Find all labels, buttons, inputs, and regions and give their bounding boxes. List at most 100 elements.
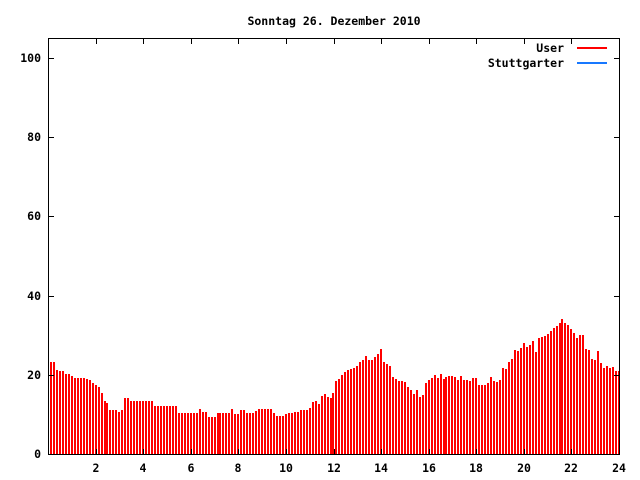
impulse-bar	[538, 338, 540, 454]
impulse-bar	[451, 376, 453, 454]
impulse-bar	[478, 385, 480, 454]
impulse-bar	[130, 401, 132, 454]
impulse-bar	[258, 409, 260, 454]
impulse-bar	[457, 380, 459, 454]
impulse-bar	[344, 372, 346, 454]
impulse-bar	[285, 414, 287, 454]
impulse-bar	[136, 401, 138, 454]
impulse-bar	[425, 383, 427, 454]
impulse-bar	[190, 413, 192, 454]
impulse-bar	[618, 371, 619, 454]
impulse-bar	[609, 368, 611, 454]
impulse-bar	[53, 362, 55, 454]
impulse-bar	[62, 371, 64, 454]
impulse-bar	[374, 357, 376, 454]
impulse-bar	[312, 402, 314, 454]
impulse-bar	[163, 406, 165, 454]
impulse-bar	[157, 406, 159, 454]
impulse-bar	[561, 319, 563, 454]
impulse-bar	[327, 397, 329, 454]
impulse-bar	[341, 375, 343, 454]
legend-line-user	[577, 47, 607, 49]
impulse-bar	[199, 409, 201, 454]
impulse-bar	[511, 359, 513, 454]
impulse-bar	[413, 394, 415, 454]
impulse-bar	[276, 416, 278, 454]
axis-tick	[614, 58, 619, 59]
impulse-bar	[71, 376, 73, 454]
impulse-bar	[83, 378, 85, 454]
impulse-bar	[205, 412, 207, 454]
impulse-bar	[139, 401, 141, 454]
impulse-bar	[395, 379, 397, 454]
impulse-bar	[422, 395, 424, 454]
impulse-bar	[463, 380, 465, 454]
impulse-bar	[383, 362, 385, 454]
impulse-bar	[56, 370, 58, 454]
axis-tick	[286, 449, 287, 454]
impulse-bar	[493, 381, 495, 454]
impulse-bar	[380, 349, 382, 454]
impulse-bar	[101, 393, 103, 454]
impulse-bar	[615, 371, 617, 454]
impulse-bar	[576, 338, 578, 454]
impulse-bar	[187, 413, 189, 454]
x-tick-label: 16	[422, 461, 436, 475]
axis-tick	[614, 296, 619, 297]
impulse-bar	[106, 403, 108, 454]
impulse-bar	[151, 401, 153, 454]
impulse-bar	[68, 374, 70, 454]
impulse-bar	[217, 413, 219, 454]
impulse-bar	[74, 378, 76, 454]
impulse-bar	[484, 385, 486, 454]
impulse-bar	[585, 349, 587, 454]
impulse-bar	[603, 368, 605, 454]
impulse-bar	[300, 410, 302, 454]
impulse-bar	[246, 413, 248, 454]
impulse-bar	[145, 401, 147, 454]
impulse-bar	[148, 401, 150, 454]
impulse-bar	[553, 328, 555, 454]
impulse-bar	[612, 367, 614, 454]
impulse-bar	[178, 413, 180, 454]
impulse-bar	[469, 381, 471, 454]
impulse-bar	[196, 413, 198, 454]
impulse-bar	[255, 411, 257, 454]
axis-tick	[49, 216, 54, 217]
impulse-bar	[109, 410, 111, 454]
impulse-bar	[359, 362, 361, 454]
impulse-bar	[559, 323, 561, 454]
impulse-bar	[508, 362, 510, 454]
impulse-bar	[282, 416, 284, 454]
impulse-bar	[315, 401, 317, 454]
impulse-bar	[460, 376, 462, 454]
impulse-bar	[219, 413, 221, 454]
impulse-bar	[214, 417, 216, 454]
impulse-bar	[211, 417, 213, 454]
impulse-bar	[567, 325, 569, 454]
impulse-bar	[502, 368, 504, 454]
impulse-bar	[445, 377, 447, 454]
impulse-bar	[544, 336, 546, 454]
chart-title: Sonntag 26. Dezember 2010	[247, 14, 421, 28]
impulse-bar	[532, 341, 534, 454]
axis-tick	[614, 137, 619, 138]
impulse-bar	[321, 396, 323, 454]
impulse-bar	[588, 350, 590, 454]
impulse-bar	[362, 360, 364, 454]
impulse-bar	[133, 401, 135, 454]
impulse-bar	[193, 413, 195, 454]
impulse-bar	[261, 409, 263, 454]
impulse-bar	[231, 409, 233, 454]
axis-tick	[191, 39, 192, 44]
axis-tick	[334, 39, 335, 44]
impulse-bar	[407, 387, 409, 454]
axis-tick	[96, 39, 97, 44]
impulse-bar	[401, 381, 403, 454]
impulse-bar	[318, 404, 320, 454]
impulse-bar	[350, 369, 352, 454]
legend-label-stuttgarter: Stuttgarter	[487, 56, 564, 70]
impulse-bar	[496, 382, 498, 454]
impulse-bar	[80, 378, 82, 454]
impulse-bar	[234, 414, 236, 454]
